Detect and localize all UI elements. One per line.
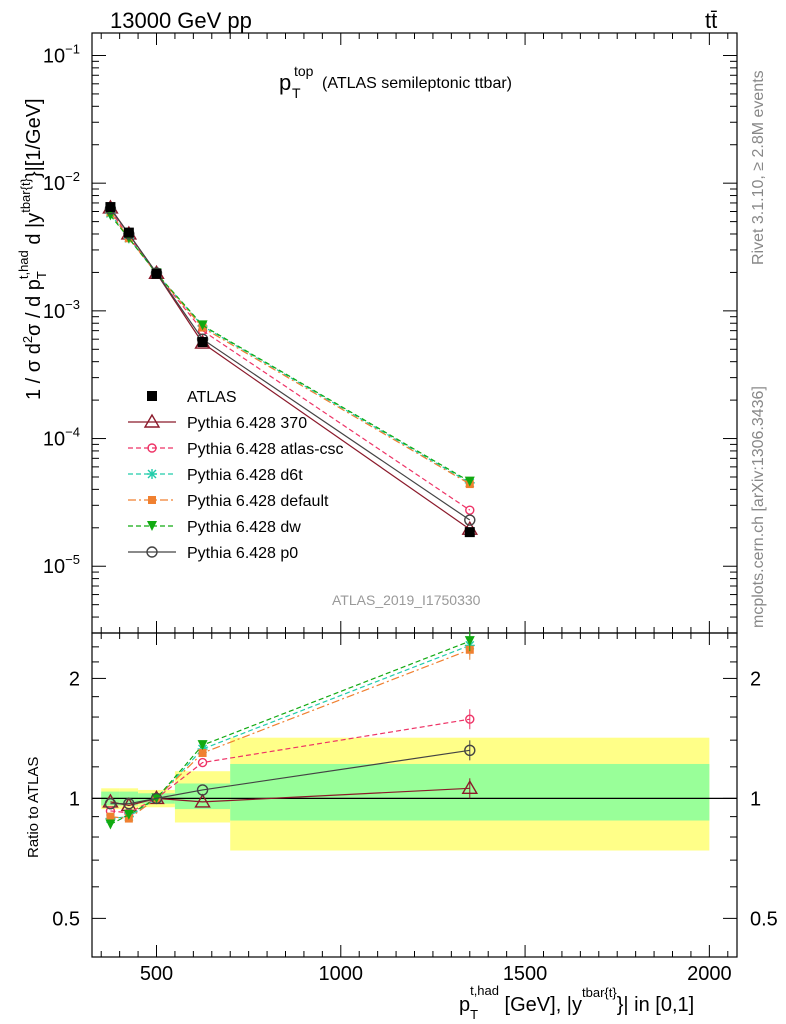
rivet-version-label: Rivet 3.1.10, ≥ 2.8M events (750, 70, 767, 265)
ratio-line-p0 (110, 749, 470, 805)
plot-title-sup: top (294, 63, 314, 79)
x-tick-label: 1500 (503, 963, 548, 985)
ratio-point-atlascsc (465, 714, 475, 724)
point-atlas (464, 527, 475, 538)
point-atlas (105, 202, 116, 213)
legend-marker-dw (147, 521, 157, 531)
legend-marker-atlascsc (147, 443, 157, 453)
legend-label-atlascsc: Pythia 6.428 atlas-csc (187, 441, 344, 458)
series-line-atlascsc (109, 210, 471, 511)
legend-marker-default (148, 496, 156, 504)
svg-text:pTt,had [GeV], |ytbar{t}}| in: pTt,had [GeV], |ytbar{t}}| in [0,1] (459, 983, 694, 1022)
legend-label-p370: Pythia 6.428 370 (187, 415, 307, 432)
ratio-point-dw (464, 636, 475, 647)
ratio-point-dw (197, 740, 208, 751)
collision-label: 13000 GeV pp (110, 8, 252, 33)
ratio-y-tick-label-right: 0.5 (750, 908, 778, 930)
point-atlas (197, 337, 208, 348)
main-panel: 10−5 10−4 10−3 10−2 10−1 (43, 32, 738, 634)
point-p0 (464, 514, 476, 526)
ratio-point-p370 (194, 793, 211, 808)
ratio-y-tick-label: 0.5 (52, 908, 80, 930)
ratio-y-tick-label: 1 (69, 788, 80, 810)
ratio-point-default (198, 748, 207, 757)
ratio-y-tick-label: 2 (69, 668, 80, 690)
legend-label-d6t: Pythia 6.428 d6t (187, 467, 303, 484)
point-dw (464, 476, 475, 487)
main-frame (91, 32, 738, 634)
legend-label-atlas: ATLAS (187, 389, 237, 406)
ratio-point-dw (105, 819, 116, 830)
ratio-point-p0 (196, 784, 209, 796)
y-axis-label-main: 1 / σ d2σ / d pTt,had d |ytbar{t}}|[1/Ge… (16, 98, 49, 400)
ratio-point-atlascsc (197, 757, 208, 768)
point-atlascsc (465, 505, 475, 515)
x-tick-label: 1000 (319, 963, 364, 985)
ratio-point-p370 (461, 779, 479, 795)
legend-marker-atlas (147, 391, 157, 401)
legend-marker-p370 (143, 413, 161, 428)
x-tick-label: 500 (140, 963, 173, 985)
ratio-point-p0 (104, 797, 117, 810)
svg-text:1 / σ d2σ / d pTt,had d |ytbar: 1 / σ d2σ / d pTt,had d |ytbar{t}}|[1/Ge… (16, 98, 49, 400)
legend-label-dw: Pythia 6.428 dw (187, 519, 301, 536)
x-axis-label: pTt,had [GeV], |ytbar{t}}| in [0,1] (459, 983, 694, 1022)
legend-marker-p0 (146, 546, 158, 558)
legend: ATLAS Pythia 6.428 370 Pythia 6.428 atlas-… (128, 389, 344, 562)
mcplots-label: mcplots.cern.ch [arXiv:1306.3436] (750, 386, 767, 628)
plot-title-sub: T (292, 85, 301, 101)
ratio-y-tick-label-right: 1 (750, 788, 761, 810)
y-tick-label: 10−3 (43, 297, 80, 323)
y-tick-label: 10−2 (43, 169, 80, 195)
plot-title-rest: (ATLAS semileptonic ttbar) (322, 75, 512, 92)
y-axis-label-ratio: Ratio to ATLAS (25, 757, 42, 858)
point-atlas (151, 268, 162, 279)
ratio-point-p0 (123, 797, 135, 810)
ratio-point-p0 (464, 744, 476, 757)
y-tick-label: 10−1 (43, 41, 80, 67)
legend-label-p0: Pythia 6.428 p0 (187, 545, 298, 562)
ratio-panel: 500 1000 1500 2000 0.5 0.5 1 1 2 2 (52, 631, 778, 985)
x-tick-label: 2000 (687, 963, 732, 985)
ratio-point-p0 (150, 792, 163, 805)
process-label: tt̄ (705, 8, 717, 33)
ratio-point-default (106, 812, 115, 821)
point-dw (197, 320, 208, 331)
legend-label-default: Pythia 6.428 default (187, 493, 329, 510)
analysis-id: ATLAS_2019_I1750330 (332, 592, 481, 608)
ratio-y-tick-label-right: 2 (750, 668, 761, 690)
point-atlas (123, 227, 134, 238)
y-tick-label: 10−5 (43, 552, 80, 578)
plot-title-p: p (279, 70, 291, 95)
ratio-point-dw (123, 809, 134, 820)
y-tick-label: 10−4 (43, 425, 80, 451)
legend-marker-d6t (147, 469, 157, 479)
